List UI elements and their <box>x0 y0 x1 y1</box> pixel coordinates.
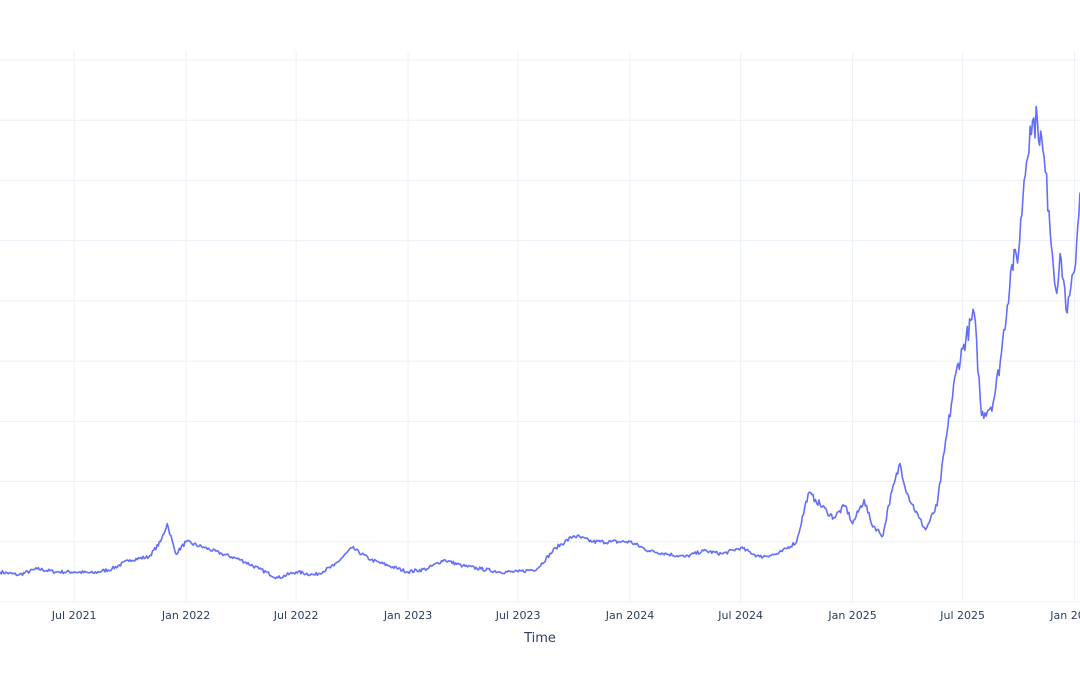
x-tick-label-5: Jan 2024 <box>605 609 654 622</box>
series-line-0 <box>0 105 1080 580</box>
x-axis-title: Time <box>523 631 556 646</box>
x-tick-label-7: Jan 2025 <box>827 609 876 622</box>
x-tick-label-2: Jul 2022 <box>273 609 319 622</box>
grid-layer <box>0 52 1080 603</box>
x-tick-label-8: Jul 2025 <box>939 609 985 622</box>
x-tick-label-6: Jul 2024 <box>717 609 763 622</box>
x-tick-label-3: Jan 2023 <box>383 609 432 622</box>
x-tick-label-1: Jan 2022 <box>161 609 210 622</box>
x-tick-label-0: Jul 2021 <box>51 609 97 622</box>
x-tick-label-4: Jul 2023 <box>495 609 541 622</box>
x-tick-labels: Jul 2021 Jan 2022 Jul 2022 Jan 2023 Jul 2023… <box>51 609 1080 622</box>
x-tick-label-9: Jan 2026 <box>1049 609 1080 622</box>
series-layer <box>0 105 1080 580</box>
